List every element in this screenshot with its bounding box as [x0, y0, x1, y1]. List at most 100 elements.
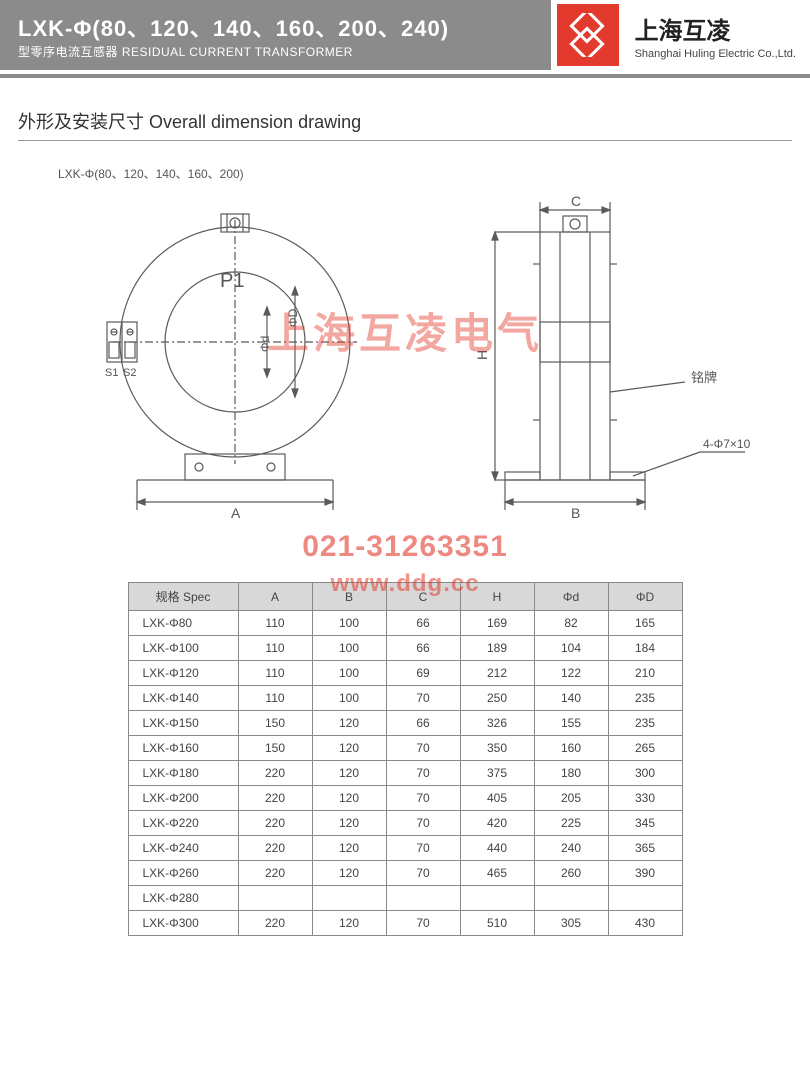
table-cell: 110	[238, 686, 312, 711]
label-s1: S1	[105, 367, 118, 379]
table-row: LXK-Φ10011010066189104184	[128, 636, 682, 661]
table-cell: 465	[460, 861, 534, 886]
table-cell: 169	[460, 611, 534, 636]
product-title: LXK-Φ(80、120、140、160、200、240)	[18, 11, 551, 43]
table-cell: 120	[312, 711, 386, 736]
label-phi-small: Φd	[258, 336, 272, 352]
table-cell: 150	[238, 711, 312, 736]
table-cell: LXK-Φ100	[128, 636, 238, 661]
table-cell	[608, 886, 682, 911]
label-a: A	[231, 505, 241, 521]
table-cell: 305	[534, 911, 608, 936]
table-cell: 66	[386, 611, 460, 636]
table-cell: 110	[238, 611, 312, 636]
table-row: LXK-Φ14011010070250140235	[128, 686, 682, 711]
label-b: B	[571, 505, 580, 521]
table-cell: 69	[386, 661, 460, 686]
table-row: LXK-Φ16015012070350160265	[128, 736, 682, 761]
table-cell: 184	[608, 636, 682, 661]
table-cell: LXK-Φ150	[128, 711, 238, 736]
table-cell: 120	[312, 736, 386, 761]
table-cell: 100	[312, 661, 386, 686]
table-cell	[386, 886, 460, 911]
table-cell: 165	[608, 611, 682, 636]
table-cell: 220	[238, 761, 312, 786]
table-cell: 300	[608, 761, 682, 786]
table-cell: 122	[534, 661, 608, 686]
table-cell: 120	[312, 836, 386, 861]
table-cell: 326	[460, 711, 534, 736]
brand-text: 上海互凌 Shanghai Huling Electric Co.,Ltd.	[635, 11, 796, 60]
table-cell: 70	[386, 811, 460, 836]
table-header-row: 规格 SpecABCHΦdΦD	[128, 583, 682, 611]
label-p1: P1	[220, 270, 244, 292]
table-cell: 189	[460, 636, 534, 661]
dimension-diagram: P1 S1 S2 ΦD Φd A C H B 铭牌 4-Φ7×10	[18, 192, 792, 552]
table-row: LXK-Φ24022012070440240365	[128, 836, 682, 861]
table-cell: 120	[312, 786, 386, 811]
table-row: LXK-Φ15015012066326155235	[128, 711, 682, 736]
table-cell: 120	[312, 861, 386, 886]
table-cell	[312, 886, 386, 911]
table-cell: LXK-Φ120	[128, 661, 238, 686]
label-h: H	[474, 350, 490, 360]
table-cell	[534, 886, 608, 911]
table-cell: LXK-Φ200	[128, 786, 238, 811]
table-cell: 100	[312, 686, 386, 711]
table-cell: 120	[312, 761, 386, 786]
table-cell: 180	[534, 761, 608, 786]
table-body: LXK-Φ801101006616982165LXK-Φ100110100661…	[128, 611, 682, 936]
product-subtitle: 型零序电流互感器 RESIDUAL CURRENT TRANSFORMER	[18, 43, 551, 60]
table-cell: 70	[386, 736, 460, 761]
section-title: 外形及安装尺寸 Overall dimension drawing	[18, 108, 792, 141]
table-row: LXK-Φ12011010069212122210	[128, 661, 682, 686]
table-cell: 66	[386, 711, 460, 736]
table-cell: 430	[608, 911, 682, 936]
label-holes: 4-Φ7×10	[703, 437, 751, 451]
spec-table: 规格 SpecABCHΦdΦD LXK-Φ801101006616982165L…	[128, 582, 683, 936]
table-row: LXK-Φ26022012070465260390	[128, 861, 682, 886]
table-cell: 66	[386, 636, 460, 661]
table-header-cell: 规格 Spec	[128, 583, 238, 611]
table-cell	[460, 886, 534, 911]
table-cell: 220	[238, 786, 312, 811]
table-cell: 104	[534, 636, 608, 661]
table-cell: 235	[608, 686, 682, 711]
table-header-cell: A	[238, 583, 312, 611]
table-cell: 345	[608, 811, 682, 836]
table-cell: LXK-Φ260	[128, 861, 238, 886]
table-cell: LXK-Φ160	[128, 736, 238, 761]
table-cell: 250	[460, 686, 534, 711]
table-cell: 212	[460, 661, 534, 686]
table-cell: 330	[608, 786, 682, 811]
table-cell: 70	[386, 836, 460, 861]
header-right: 上海互凌 Shanghai Huling Electric Co.,Ltd.	[551, 0, 810, 70]
table-cell: 70	[386, 861, 460, 886]
table-cell: 100	[312, 611, 386, 636]
table-row: LXK-Φ20022012070405205330	[128, 786, 682, 811]
table-cell: LXK-Φ140	[128, 686, 238, 711]
table-cell: 70	[386, 761, 460, 786]
table-row: LXK-Φ18022012070375180300	[128, 761, 682, 786]
label-s2: S2	[123, 367, 136, 379]
table-cell: 510	[460, 911, 534, 936]
table-cell: 155	[534, 711, 608, 736]
table-row: LXK-Φ280	[128, 886, 682, 911]
table-cell: 220	[238, 861, 312, 886]
table-cell: LXK-Φ300	[128, 911, 238, 936]
table-row: LXK-Φ30022012070510305430	[128, 911, 682, 936]
table-header-cell: H	[460, 583, 534, 611]
table-header-cell: Φd	[534, 583, 608, 611]
table-cell: 120	[312, 911, 386, 936]
diagram-label: LXK-Φ(80、120、140、160、200)	[58, 165, 792, 182]
table-cell: LXK-Φ180	[128, 761, 238, 786]
table-cell: 375	[460, 761, 534, 786]
table-cell: 225	[534, 811, 608, 836]
table-cell: 150	[238, 736, 312, 761]
table-cell: 260	[534, 861, 608, 886]
table-cell: 220	[238, 811, 312, 836]
table-cell: 235	[608, 711, 682, 736]
label-nameplate: 铭牌	[691, 370, 717, 385]
brand-logo	[557, 4, 619, 66]
divider-strip	[0, 74, 810, 78]
